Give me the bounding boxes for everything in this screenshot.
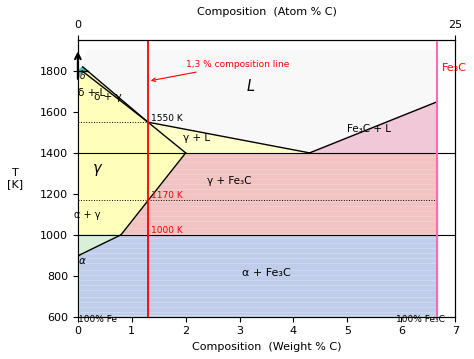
Text: α: α [78,256,85,266]
Polygon shape [82,71,148,122]
Polygon shape [310,102,438,153]
Polygon shape [78,255,79,317]
Text: α + Fe₃C: α + Fe₃C [242,268,291,278]
Polygon shape [148,122,310,153]
Text: 1550 K: 1550 K [151,113,182,122]
Text: Fe₃C + L: Fe₃C + L [347,125,391,134]
Text: 100% Fe: 100% Fe [78,315,117,324]
Text: 1,3 % composition line: 1,3 % composition line [152,60,289,81]
Polygon shape [78,71,186,235]
Text: γ: γ [92,162,101,176]
Y-axis label: T
[K]: T [K] [7,168,23,189]
X-axis label: Composition  (Atom % C): Composition (Atom % C) [197,7,337,17]
Text: 1000 K: 1000 K [151,226,182,235]
Polygon shape [82,51,438,153]
Polygon shape [78,71,82,79]
Text: 100% Fe₃C: 100% Fe₃C [396,315,445,324]
X-axis label: Composition  (Weight % C): Composition (Weight % C) [192,342,341,352]
Text: L: L [246,79,255,94]
Polygon shape [78,67,88,71]
Text: γ + L: γ + L [183,132,210,143]
Polygon shape [78,235,121,255]
Text: δ: δ [80,72,85,81]
Text: α + γ: α + γ [74,210,101,220]
Text: γ + Fe₃C: γ + Fe₃C [207,176,251,186]
Text: Fe₃C: Fe₃C [442,63,467,73]
Text: δ + L: δ + L [78,88,105,98]
Text: δ + γ: δ + γ [94,92,121,102]
Text: 1170 K: 1170 K [151,191,182,200]
